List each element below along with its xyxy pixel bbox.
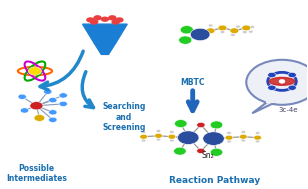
Text: 3c-4e: 3c-4e: [278, 107, 298, 112]
Circle shape: [227, 140, 231, 143]
Circle shape: [177, 131, 199, 144]
Circle shape: [169, 131, 174, 133]
Circle shape: [90, 19, 99, 25]
Circle shape: [59, 101, 67, 107]
Circle shape: [242, 31, 247, 33]
Circle shape: [175, 120, 187, 128]
Circle shape: [169, 139, 174, 142]
Circle shape: [242, 25, 251, 31]
Text: Possible
Intermediates: Possible Intermediates: [6, 164, 67, 183]
Circle shape: [225, 135, 233, 140]
Circle shape: [141, 131, 146, 133]
Circle shape: [288, 72, 296, 78]
Circle shape: [20, 108, 29, 113]
Circle shape: [18, 94, 26, 99]
Circle shape: [279, 80, 285, 83]
Circle shape: [43, 89, 52, 94]
Circle shape: [49, 117, 57, 122]
Circle shape: [268, 72, 276, 78]
Circle shape: [203, 132, 224, 145]
Circle shape: [49, 98, 57, 103]
Circle shape: [28, 67, 42, 75]
Circle shape: [197, 148, 205, 153]
Circle shape: [206, 28, 215, 33]
Circle shape: [230, 33, 235, 36]
Circle shape: [230, 28, 239, 33]
Circle shape: [93, 15, 102, 20]
Circle shape: [115, 17, 124, 23]
Circle shape: [250, 26, 255, 29]
Polygon shape: [252, 102, 276, 113]
Circle shape: [236, 25, 240, 28]
Circle shape: [241, 139, 246, 142]
Circle shape: [208, 24, 213, 27]
Circle shape: [30, 102, 43, 110]
Circle shape: [108, 15, 116, 20]
Circle shape: [210, 148, 223, 156]
Text: Sn₂: Sn₂: [201, 151, 214, 160]
Circle shape: [197, 122, 205, 128]
Text: Reaction Pathway: Reaction Pathway: [169, 176, 261, 185]
Circle shape: [255, 140, 260, 143]
Polygon shape: [83, 24, 127, 43]
Ellipse shape: [270, 77, 295, 85]
Circle shape: [248, 30, 253, 33]
Circle shape: [255, 132, 260, 134]
Circle shape: [218, 25, 227, 31]
Text: Searching
and
Screening: Searching and Screening: [103, 102, 146, 132]
Circle shape: [156, 130, 161, 133]
Circle shape: [49, 110, 57, 115]
Circle shape: [111, 19, 120, 25]
Circle shape: [254, 135, 261, 140]
Circle shape: [288, 85, 296, 90]
Circle shape: [174, 147, 186, 155]
Circle shape: [156, 138, 161, 141]
Text: MBTC: MBTC: [180, 78, 205, 87]
Circle shape: [59, 93, 67, 98]
Circle shape: [140, 134, 148, 139]
Circle shape: [227, 132, 231, 134]
Polygon shape: [94, 43, 116, 54]
Circle shape: [86, 17, 95, 23]
Circle shape: [168, 134, 176, 139]
Circle shape: [180, 26, 193, 34]
Circle shape: [220, 31, 225, 33]
Circle shape: [239, 134, 247, 139]
Circle shape: [34, 115, 45, 121]
Circle shape: [101, 17, 109, 22]
Circle shape: [241, 131, 246, 133]
Circle shape: [190, 28, 210, 41]
Circle shape: [210, 121, 223, 129]
Circle shape: [246, 60, 308, 105]
Circle shape: [141, 139, 146, 142]
Circle shape: [268, 85, 276, 90]
Circle shape: [179, 36, 192, 44]
Circle shape: [155, 133, 162, 138]
